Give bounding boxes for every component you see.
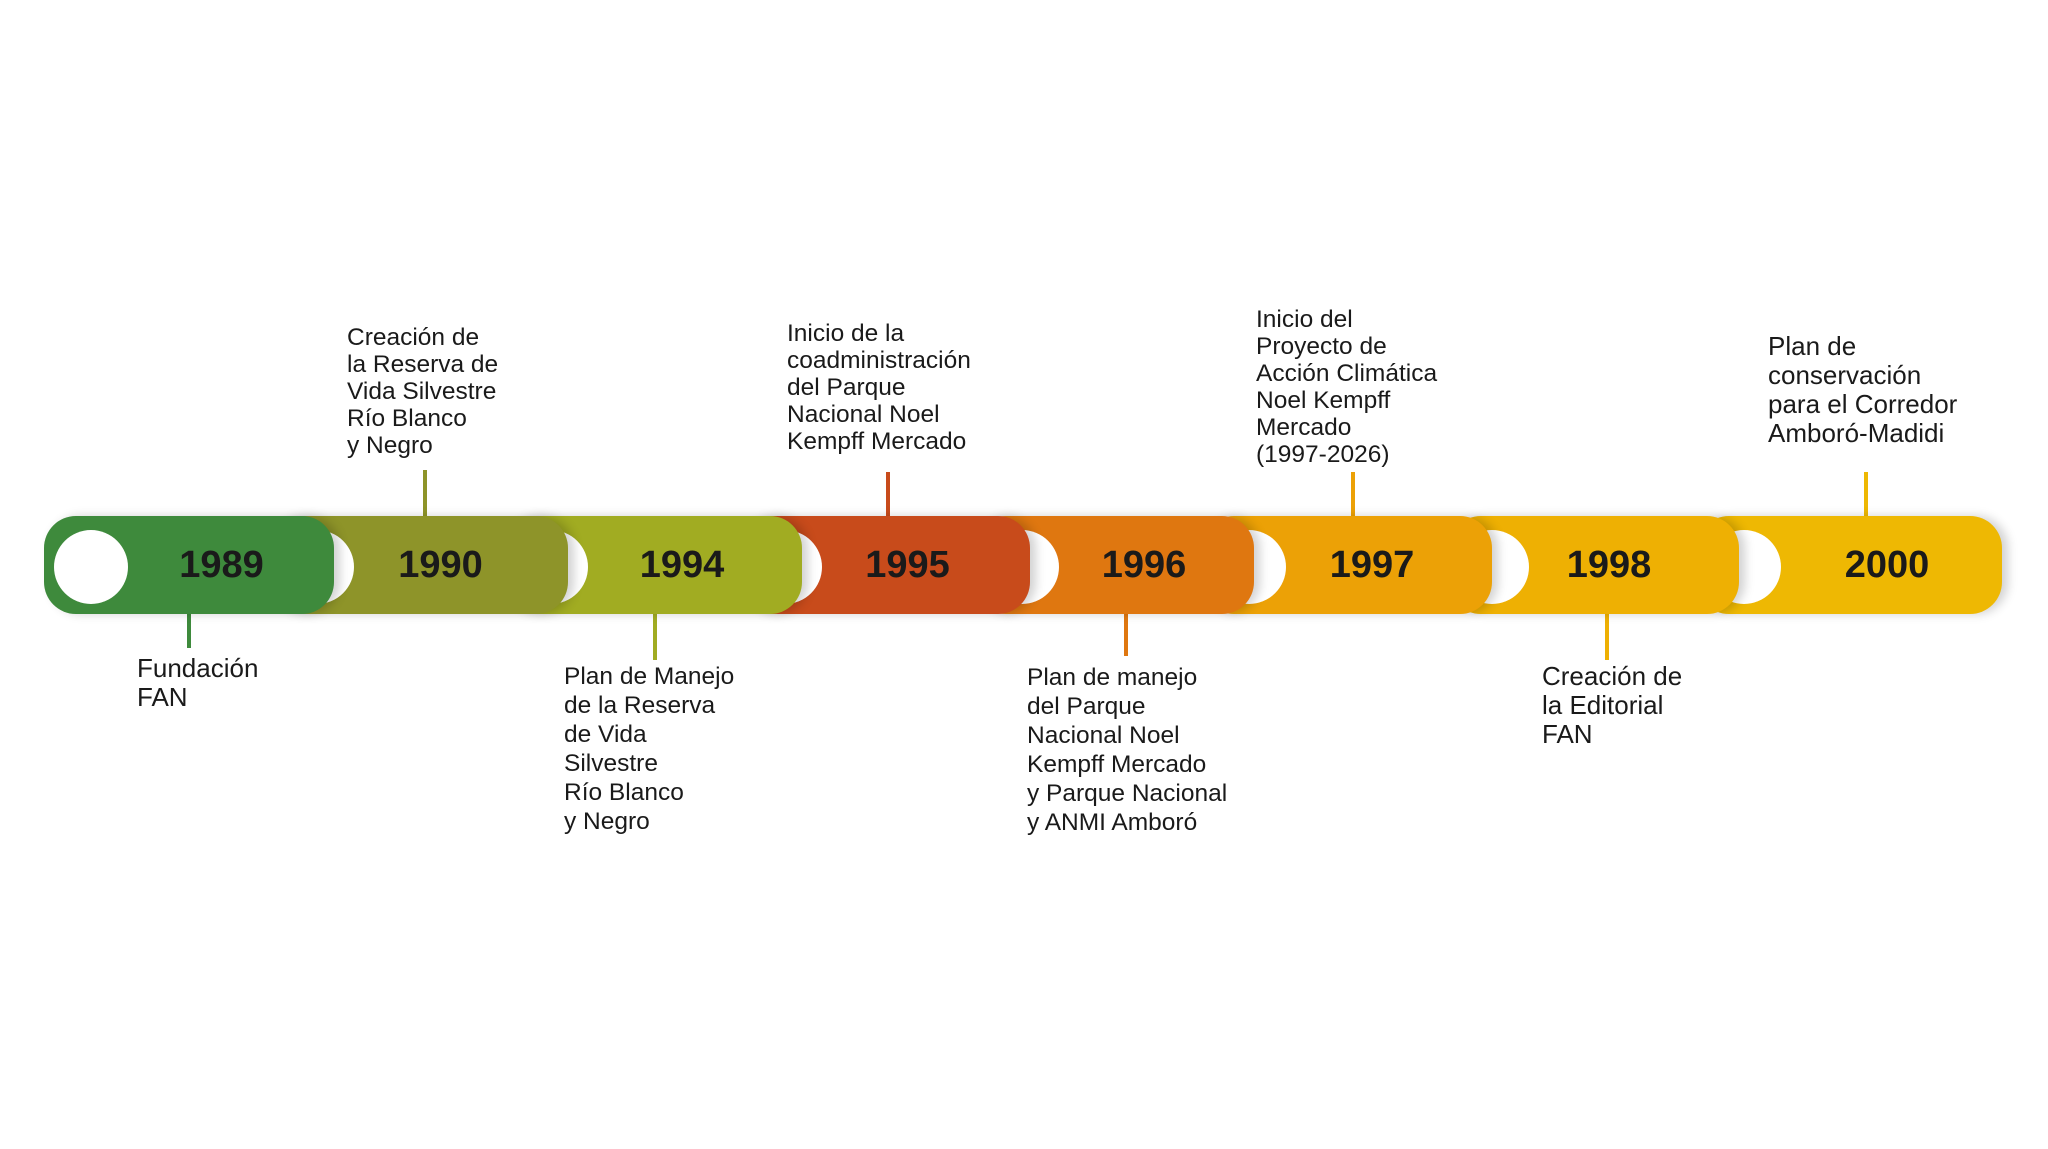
event-text-1989: Fundación FAN (137, 653, 259, 712)
event-text-1998: Creación de la Editorial FAN (1542, 661, 1683, 749)
event-text-1995: Inicio de la coadministración del Parque… (787, 320, 971, 455)
year-label-2000: 2000 (1844, 544, 1930, 586)
segment-2000: 2000 (1697, 516, 2002, 614)
connector-1990 (423, 470, 427, 516)
connector-1995 (886, 472, 890, 516)
year-label-1995: 1995 (865, 544, 950, 586)
event-text-1994: Plan de Manejo de la Reserva de Vida Sil… (564, 663, 735, 835)
connector-1997 (1351, 472, 1355, 516)
connector-1996 (1124, 614, 1128, 656)
year-label-1996: 1996 (1101, 544, 1187, 586)
connector-1994 (653, 614, 657, 660)
year-label-1990: 1990 (398, 544, 483, 586)
connector-1998 (1605, 614, 1609, 660)
event-text-1997: Inicio del Proyecto de Acción Climática … (1256, 306, 1438, 468)
connector-2000 (1864, 472, 1868, 516)
event-text-1990: Creación de la Reserva de Vida Silvestre… (347, 324, 499, 459)
segment-1998: 1998 (1449, 516, 1739, 614)
connector-1989 (187, 614, 191, 648)
year-label-1997: 1997 (1329, 544, 1415, 586)
segment-1989: 1989 (44, 516, 334, 614)
event-text-1996: Plan de manejo del Parque Nacional Noel … (1027, 664, 1228, 836)
circle-marker-1989 (54, 530, 128, 604)
year-label-1998: 1998 (1566, 544, 1652, 586)
event-text-2000: Plan de conservación para el Corredor Am… (1768, 331, 1958, 448)
year-label-1989: 1989 (179, 544, 264, 586)
year-label-1994: 1994 (639, 544, 725, 586)
